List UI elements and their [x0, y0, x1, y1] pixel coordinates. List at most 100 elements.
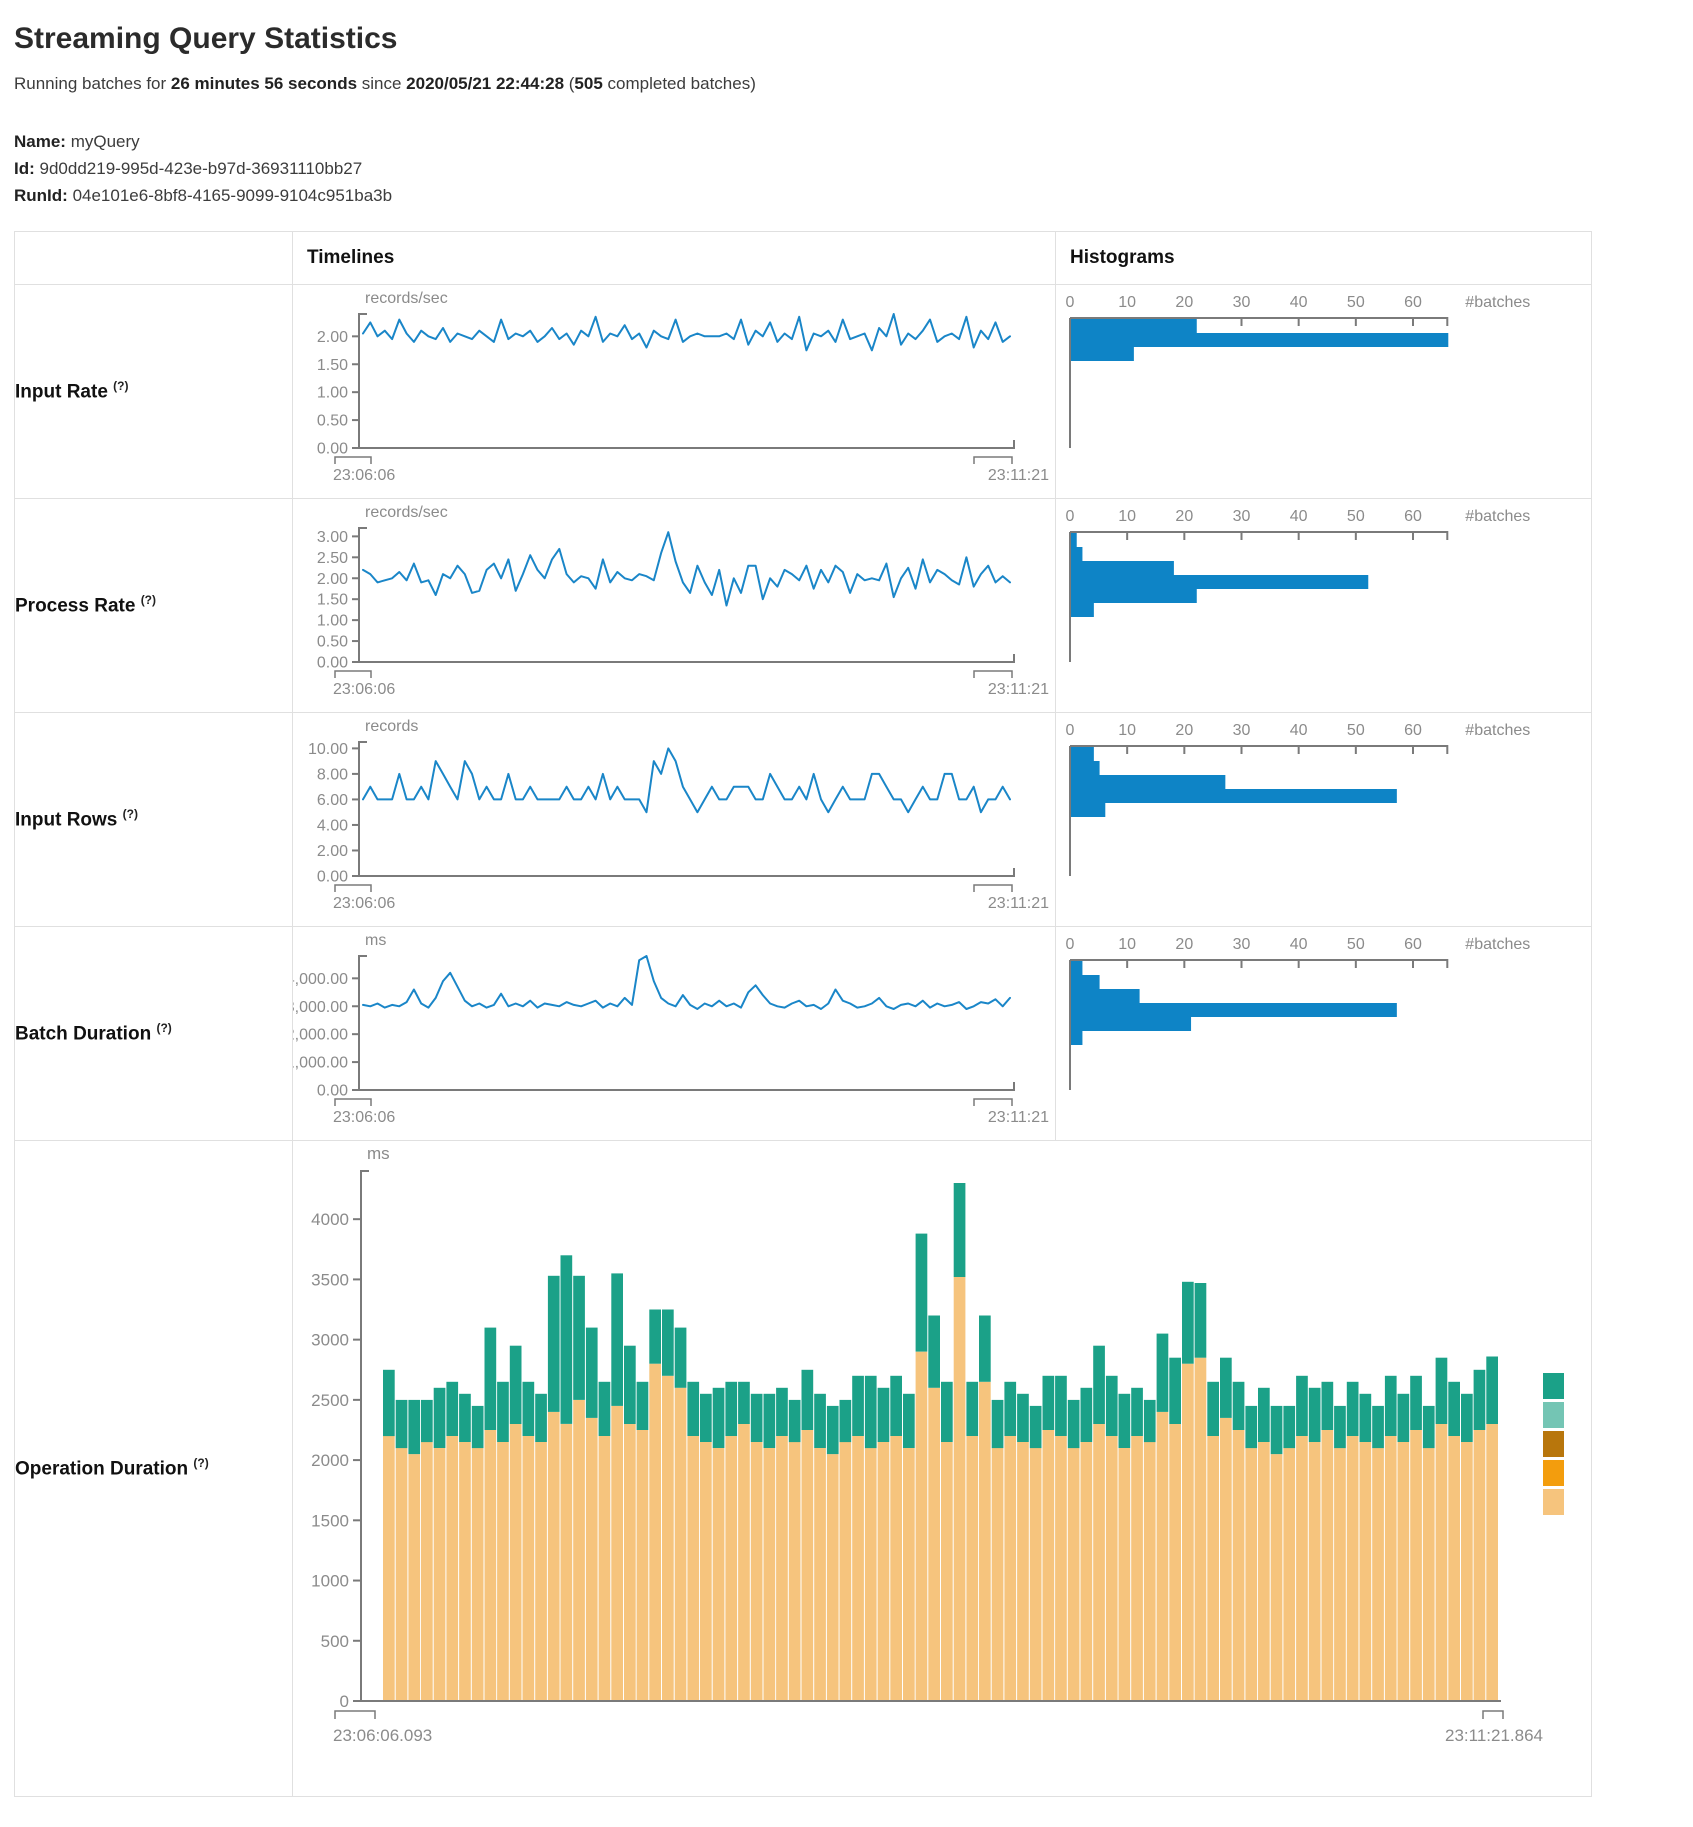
svg-text:50: 50 [1347, 936, 1365, 953]
row-label-text: Batch Duration [15, 1023, 152, 1045]
input-rows-timeline-chart: records 10.00 8.00 6.00 4.00 2.00 0.00 23:06:06… [308, 718, 1049, 912]
help-icon[interactable]: (?) [140, 593, 157, 608]
svg-text:23:11:21: 23:11:21 [988, 895, 1049, 912]
svg-text:500: 500 [321, 1632, 349, 1651]
svg-text:2,000.00: 2,000.00 [293, 1027, 348, 1044]
batch-duration-histogram-chart: 0 10 20 30 40 50 60 #batches [1066, 936, 1530, 1090]
svg-text:2.00: 2.00 [317, 329, 348, 346]
svg-text:3.00: 3.00 [317, 529, 348, 546]
svg-text:1000: 1000 [311, 1572, 349, 1591]
operation-duration-stacked-chart: ms 0 500 1000 1500 2000 2500 3000 3500 4000 23:06:… [311, 1144, 1564, 1745]
input-rate-timeline-chart: records/sec 2.00 1.50 1.00 0.50 0.00 23:06:06 2… [317, 290, 1049, 484]
query-name-label: Name: [14, 132, 66, 151]
svg-text:2500: 2500 [311, 1391, 349, 1410]
svg-text:0.00: 0.00 [317, 869, 348, 886]
svg-text:2000: 2000 [311, 1451, 349, 1470]
query-id-label: Id: [14, 159, 35, 178]
operation-duration-chart-cell: ms 0 500 1000 1500 2000 2500 3000 3500 4000 23:06:… [292, 1140, 1592, 1797]
help-icon[interactable]: (?) [113, 379, 129, 394]
svg-text:40: 40 [1290, 722, 1308, 739]
svg-text:2.50: 2.50 [317, 550, 348, 567]
svg-text:0: 0 [1066, 722, 1075, 739]
svg-text:0: 0 [1066, 508, 1075, 525]
svg-text:3,000.00: 3,000.00 [293, 999, 348, 1016]
row-label-text: Process Rate [15, 595, 136, 617]
summary-text: since [357, 74, 407, 93]
timelines-column-header: Timelines [292, 231, 1056, 285]
svg-text:23:11:21: 23:11:21 [988, 1109, 1049, 1126]
svg-text:10.00: 10.00 [308, 741, 348, 758]
svg-text:60: 60 [1404, 722, 1422, 739]
svg-text:50: 50 [1347, 508, 1365, 525]
start-timestamp: 2020/05/21 22:44:28 [406, 74, 565, 93]
query-name-row: Name: myQuery [14, 128, 1693, 155]
running-duration: 26 minutes 56 seconds [170, 74, 358, 93]
svg-text:20: 20 [1175, 722, 1193, 739]
row-label-text: Input Rows [15, 809, 118, 831]
svg-text:40: 40 [1290, 294, 1308, 311]
svg-text:4000: 4000 [311, 1210, 349, 1229]
svg-text:6.00: 6.00 [317, 792, 348, 809]
svg-text:10: 10 [1118, 936, 1136, 953]
row-label-input-rate: Input Rate (?) [14, 284, 293, 499]
input-rate-histogram-chart: 0 10 20 30 40 50 60 #batches [1066, 294, 1530, 448]
query-name-value: myQuery [70, 132, 140, 151]
query-runid-row: RunId: 04e101e6-8bf8-4165-9099-9104c951b… [14, 182, 1693, 209]
svg-text:50: 50 [1347, 294, 1365, 311]
completed-batches-count: 505 [574, 74, 603, 93]
process-rate-timeline-cell: records/sec 3.00 2.50 2.00 1.50 1.00 0.50 0.00 2… [292, 498, 1056, 713]
help-icon[interactable]: (?) [193, 1456, 209, 1471]
svg-text:records/sec: records/sec [365, 504, 448, 521]
svg-text:1.00: 1.00 [317, 385, 348, 402]
row-label-process-rate: Process Rate (?) [14, 498, 293, 713]
svg-text:50: 50 [1347, 722, 1365, 739]
batch-duration-histogram-cell: 0 10 20 30 40 50 60 #batches [1055, 926, 1592, 1141]
input-rate-histogram-cell: 0 10 20 30 40 50 60 #batches [1055, 284, 1592, 499]
svg-text:1.50: 1.50 [317, 592, 348, 609]
svg-text:60: 60 [1404, 508, 1422, 525]
summary-text: ( [564, 74, 575, 93]
query-runid-label: RunId: [14, 186, 68, 205]
svg-text:#batches: #batches [1465, 294, 1530, 311]
svg-text:3000: 3000 [311, 1331, 349, 1350]
svg-text:40: 40 [1290, 936, 1308, 953]
query-id-value: 9d0dd219-995d-423e-b97d-36931110bb27 [39, 159, 363, 178]
query-info: Name: myQuery Id: 9d0dd219-995d-423e-b97… [14, 128, 1693, 209]
table-row-input-rate: Input Rate (?) records/sec 2.00 1.50 1.00 0.… [14, 284, 1592, 499]
svg-text:1.50: 1.50 [317, 357, 348, 374]
help-icon[interactable]: (?) [122, 807, 138, 822]
page-title: Streaming Query Statistics [14, 22, 398, 55]
query-id-row: Id: 9d0dd219-995d-423e-b97d-36931110bb27 [14, 155, 1693, 182]
svg-text:0.00: 0.00 [317, 1083, 348, 1100]
batch-duration-timeline-chart: ms 4,000.00 3,000.00 2,000.00 1,000.00 0.00 23… [293, 932, 1049, 1126]
svg-text:0: 0 [1066, 936, 1075, 953]
svg-text:20: 20 [1175, 936, 1193, 953]
table-row-input-rows: Input Rows (?) records 10.00 8.00 6.00 4.00 2… [14, 712, 1592, 927]
running-batches-summary: Running batches for 26 minutes 56 second… [14, 74, 1693, 94]
svg-text:0.00: 0.00 [317, 655, 348, 672]
svg-text:20: 20 [1175, 508, 1193, 525]
help-icon[interactable]: (?) [156, 1021, 172, 1036]
empty-header-cell [14, 231, 293, 285]
svg-text:#batches: #batches [1465, 508, 1530, 525]
row-label-text: Input Rate [15, 381, 108, 403]
svg-text:23:06:06: 23:06:06 [333, 1109, 395, 1126]
row-label-operation-duration: Operation Duration (?) [14, 1140, 293, 1797]
svg-text:40: 40 [1290, 508, 1308, 525]
summary-text: completed batches) [602, 74, 756, 93]
svg-text:4.00: 4.00 [317, 817, 348, 834]
table-row-operation-duration: Operation Duration (?) ms 0 500 1000 1500 200… [14, 1140, 1592, 1797]
svg-text:3500: 3500 [311, 1270, 349, 1289]
svg-text:1,000.00: 1,000.00 [293, 1055, 348, 1072]
table-header-row: Timelines Histograms [14, 231, 1592, 285]
summary-text: Running batches for [14, 74, 171, 93]
svg-text:0.50: 0.50 [317, 634, 348, 651]
input-rows-histogram-cell: 0 10 20 30 40 50 60 #batches [1055, 712, 1592, 927]
svg-text:10: 10 [1118, 508, 1136, 525]
svg-text:0: 0 [1066, 294, 1075, 311]
svg-text:30: 30 [1233, 936, 1251, 953]
table-row-process-rate: Process Rate (?) records/sec 3.00 2.50 2.00… [14, 498, 1592, 713]
svg-text:10: 10 [1118, 294, 1136, 311]
query-runid-value: 04e101e6-8bf8-4165-9099-9104c951ba3b [72, 186, 393, 205]
